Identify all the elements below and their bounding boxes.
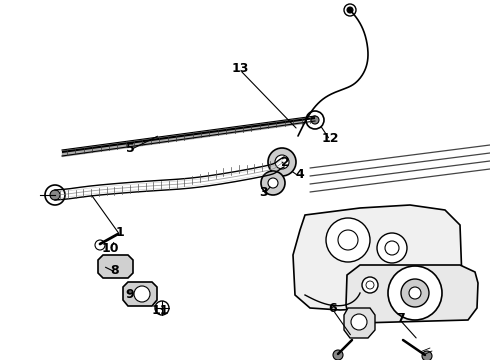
Circle shape: [268, 178, 278, 188]
Circle shape: [422, 351, 432, 360]
Text: 10: 10: [101, 242, 119, 255]
Circle shape: [409, 287, 421, 299]
Circle shape: [351, 314, 367, 330]
Polygon shape: [98, 255, 133, 278]
Text: 9: 9: [126, 288, 134, 302]
Circle shape: [306, 111, 324, 129]
Text: 3: 3: [259, 186, 268, 199]
Circle shape: [385, 241, 399, 255]
Circle shape: [50, 190, 60, 200]
Circle shape: [155, 301, 169, 315]
Polygon shape: [346, 265, 478, 323]
Circle shape: [333, 350, 343, 360]
Circle shape: [95, 240, 105, 250]
Polygon shape: [293, 205, 462, 310]
Text: 6: 6: [329, 302, 337, 315]
Circle shape: [362, 277, 378, 293]
Circle shape: [344, 4, 356, 16]
Circle shape: [326, 218, 370, 262]
Circle shape: [338, 230, 358, 250]
Circle shape: [268, 148, 296, 176]
Text: 1: 1: [116, 225, 124, 238]
Text: 13: 13: [231, 62, 249, 75]
Circle shape: [45, 185, 65, 205]
Text: 4: 4: [295, 168, 304, 181]
Polygon shape: [123, 282, 157, 306]
Polygon shape: [344, 308, 375, 338]
Circle shape: [377, 233, 407, 263]
Text: 7: 7: [395, 311, 404, 324]
Circle shape: [388, 266, 442, 320]
Text: 8: 8: [111, 264, 119, 276]
Text: 12: 12: [321, 131, 339, 144]
Circle shape: [401, 279, 429, 307]
Text: 11: 11: [151, 303, 169, 316]
Circle shape: [261, 171, 285, 195]
Circle shape: [275, 155, 289, 169]
Text: 2: 2: [281, 157, 290, 170]
Text: 5: 5: [125, 141, 134, 154]
Circle shape: [134, 286, 150, 302]
Circle shape: [347, 7, 353, 13]
Circle shape: [311, 116, 319, 124]
